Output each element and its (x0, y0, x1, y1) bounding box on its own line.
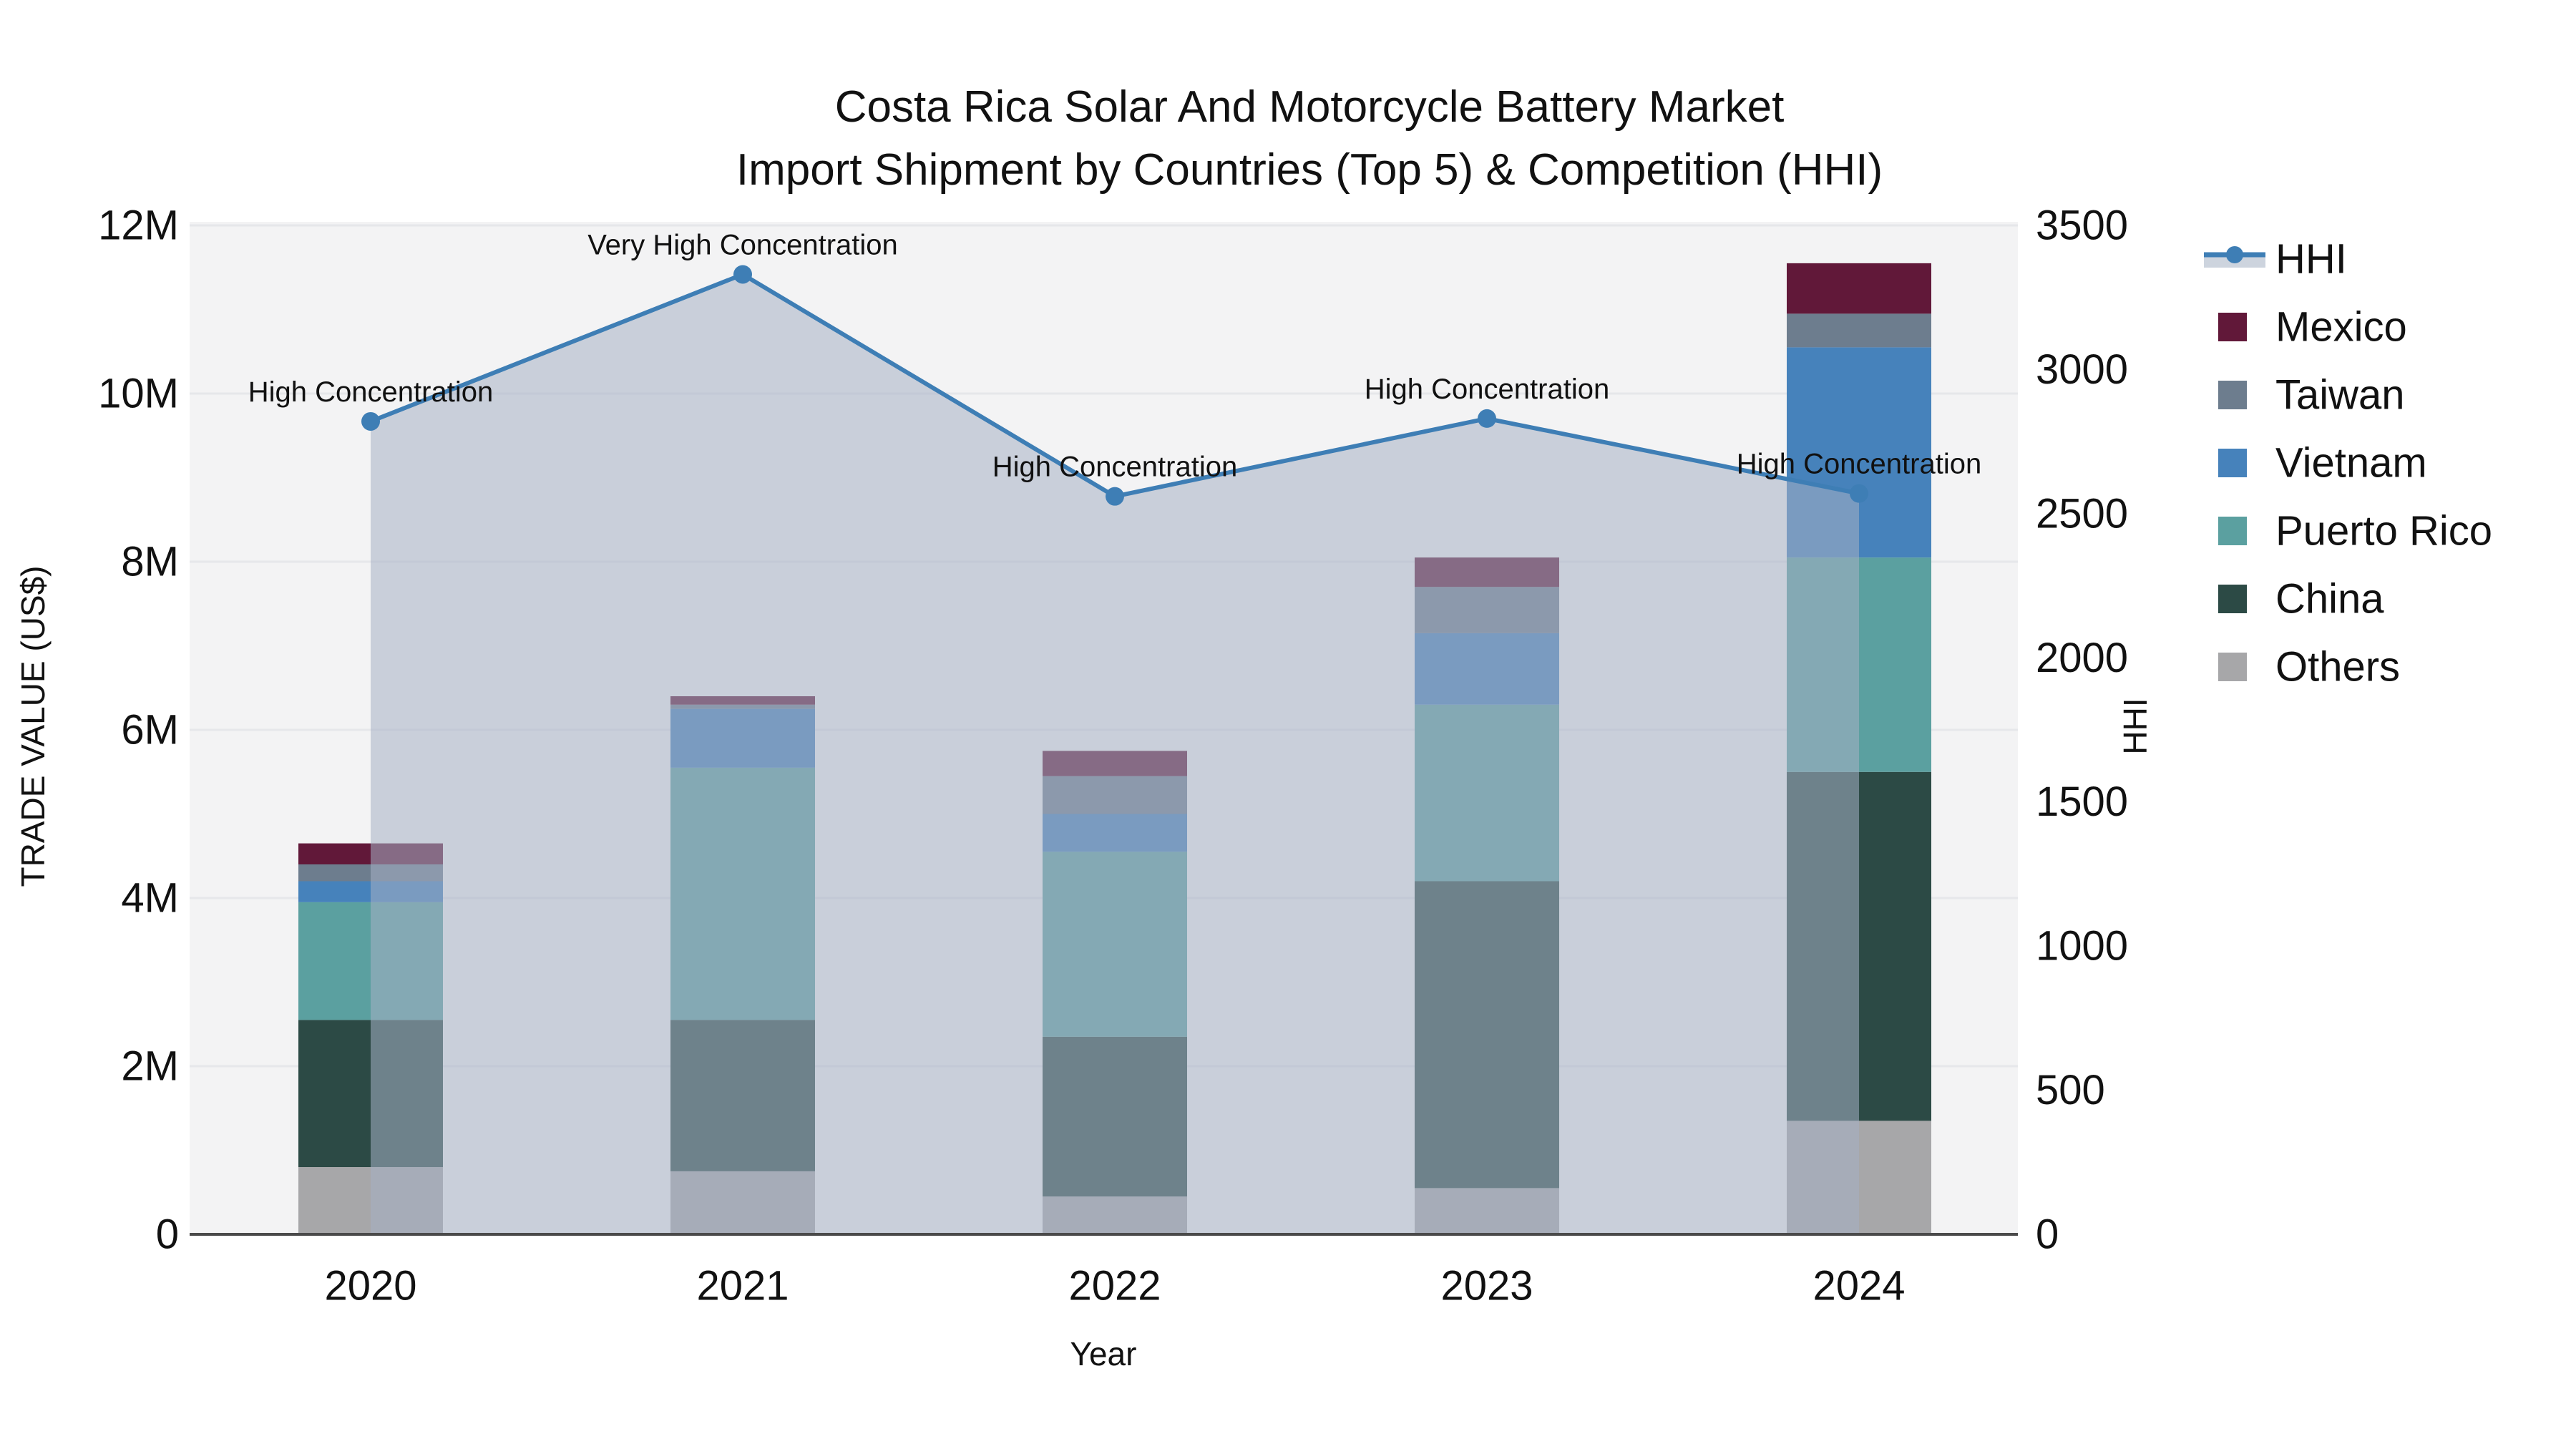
legend-swatch-icon (2218, 449, 2247, 477)
y-left-tick-6M: 6M (121, 707, 179, 753)
annotation-2021: Very High Concentration (587, 229, 898, 260)
hhi-point-2024 (1850, 484, 1868, 503)
legend-item-vietnam: Vietnam (2218, 440, 2427, 487)
bar-segment-2024-mexico (1787, 263, 1931, 314)
y-right-axis-title: HHI (2117, 698, 2154, 754)
legend-label: Mexico (2275, 304, 2407, 351)
y-left-tick-12M: 12M (98, 203, 179, 249)
legend-label: Others (2275, 644, 2400, 691)
hhi-point-2022 (1106, 487, 1124, 506)
y-right-tick-1000: 1000 (2036, 923, 2128, 970)
annotation-2023: High Concentration (1365, 374, 1609, 405)
y-right-tick-500: 500 (2036, 1067, 2105, 1113)
legend-label: Taiwan (2275, 372, 2405, 419)
y-left-tick-2M: 2M (121, 1043, 179, 1090)
legend-item-puerto-rico: Puerto Rico (2218, 508, 2492, 555)
y-right-tick-0: 0 (2036, 1211, 2059, 1258)
y-left-tick-4M: 4M (121, 875, 179, 922)
hhi-annotations: High Concentration Very High Concentratio… (248, 229, 1981, 482)
bar-segment-2024-taiwan (1787, 313, 1931, 348)
x-tick-2020: 2020 (324, 1263, 416, 1309)
hhi-area-fill (371, 274, 1859, 1234)
y-right-tick-3500: 3500 (2036, 203, 2128, 249)
x-tick-2023: 2023 (1440, 1263, 1533, 1309)
x-tick-2021: 2021 (696, 1263, 789, 1309)
legend: HHI Mexico Taiwan Vietnam Puerto Rico China Ot… (2204, 236, 2492, 691)
legend-label: Vietnam (2275, 440, 2427, 487)
annotation-2020: High Concentration (248, 376, 493, 408)
y-left-tick-0: 0 (156, 1211, 179, 1258)
legend-label: China (2275, 576, 2384, 623)
legend-swatch-icon (2218, 381, 2247, 409)
legend-item-hhi: HHI (2204, 236, 2347, 283)
y-left-tick-8M: 8M (121, 539, 179, 585)
chart-title-line2: Import Shipment by Countries (Top 5) & C… (736, 145, 1883, 195)
legend-item-china: China (2218, 576, 2384, 623)
y-left-axis-title: TRADE VALUE (US$) (14, 565, 52, 887)
y-right-tick-2000: 2000 (2036, 635, 2128, 681)
legend-swatch-icon (2218, 517, 2247, 545)
y-left-tick-10M: 10M (98, 371, 179, 417)
legend-swatch-icon (2218, 313, 2247, 341)
y-right-tick-3000: 3000 (2036, 346, 2128, 393)
legend-item-mexico: Mexico (2218, 304, 2407, 351)
axes: 0 2M 4M 6M 8M 10M 12M 0 500 1000 1500 2000 2500 3000 3… (98, 203, 2128, 1309)
x-axis-title: Year (1070, 1335, 1137, 1372)
legend-label: HHI (2275, 236, 2347, 283)
hhi-point-2020 (361, 411, 380, 431)
hhi-area (371, 274, 1859, 1234)
annotation-2024: High Concentration (1737, 449, 1981, 480)
legend-swatch-icon (2218, 653, 2247, 681)
hhi-line (361, 265, 1868, 506)
legend-label: Puerto Rico (2275, 508, 2492, 555)
legend-item-taiwan: Taiwan (2218, 372, 2405, 419)
legend-swatch-icon (2218, 585, 2247, 613)
y-right-tick-2500: 2500 (2036, 490, 2128, 537)
y-right-tick-1500: 1500 (2036, 779, 2128, 825)
legend-item-others: Others (2218, 644, 2400, 691)
hhi-legend-marker-icon (2226, 246, 2243, 263)
annotation-2022: High Concentration (992, 452, 1237, 483)
x-tick-2022: 2022 (1068, 1263, 1161, 1309)
x-tick-2024: 2024 (1813, 1263, 1905, 1309)
hhi-point-2021 (733, 265, 752, 284)
hhi-point-2023 (1478, 409, 1496, 428)
chart-title-line1: Costa Rica Solar And Motorcycle Battery … (835, 82, 1785, 132)
